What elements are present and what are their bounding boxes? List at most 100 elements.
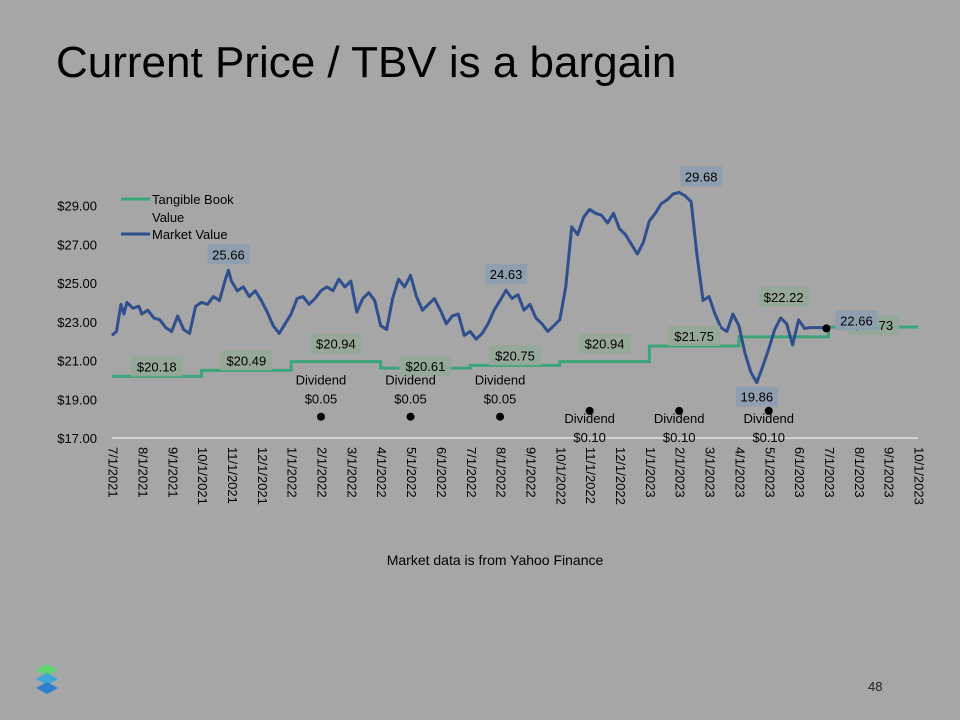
x-tick-label: 4/1/2023 <box>732 447 747 498</box>
x-tick-label: 9/1/2022 <box>523 447 538 498</box>
x-tick-label: 7/1/2021 <box>106 447 121 498</box>
legend-label: Market Value <box>152 227 228 242</box>
x-tick-label: 7/1/2023 <box>822 447 837 498</box>
dividend-annotation: Dividend $0.10 <box>743 406 794 445</box>
dividend-label-line: Dividend <box>296 373 347 388</box>
tbv-data-label: $20.94 <box>578 333 631 354</box>
market-label-text: 29.68 <box>685 169 718 184</box>
tbv-label-text: $20.61 <box>406 359 446 374</box>
tbv-label-text: $20.18 <box>137 359 177 374</box>
market-label-text: 24.63 <box>490 267 523 282</box>
tbv-data-label: $22.22 <box>757 286 810 307</box>
axis-layer: $17.00 $19.00 $21.00 $23.00 $25.00 $27.00 $29.… <box>57 199 926 505</box>
tbv-data-label: $20.75 <box>489 345 541 366</box>
dividend-annotation: Dividend $0.10 <box>654 406 705 445</box>
y-tick-label: $27.00 <box>57 237 97 252</box>
x-tick-label: 1/1/2022 <box>285 447 300 498</box>
dividend-label-line: Dividend <box>564 411 615 426</box>
tbv-label-text: $20.49 <box>226 353 266 368</box>
dividend-label-line: Dividend <box>385 373 436 388</box>
dividend-marker <box>316 412 325 421</box>
x-tick-label: 8/1/2023 <box>852 447 867 498</box>
x-tick-label: 7/1/2022 <box>464 447 479 498</box>
dividend-marker <box>764 406 773 415</box>
tbv-label-text: $20.75 <box>495 348 535 363</box>
x-tick-label: 3/1/2022 <box>344 447 359 498</box>
y-tick-label: $17.00 <box>57 431 97 446</box>
market-value-series-line <box>111 190 829 385</box>
x-tick-label: 8/1/2022 <box>494 447 509 498</box>
tbv-label-box <box>399 356 452 377</box>
tbv-label-box <box>668 325 721 346</box>
dividend-label-line: Dividend <box>654 411 705 426</box>
tbv-label-text: $22.22 <box>764 290 804 305</box>
data-source-note: Market data is from Yahoo Finance <box>386 552 604 568</box>
dividend-marker <box>406 412 415 421</box>
x-tick-label: 5/1/2023 <box>762 447 777 498</box>
x-tick-label: 2/1/2023 <box>673 447 688 498</box>
y-tick-label: $21.00 <box>57 354 97 369</box>
x-tick-label: 8/1/2021 <box>135 447 150 498</box>
x-tick-label: 4/1/2022 <box>374 447 389 498</box>
label-layer: $20.18 $20.49 $20.94 $20.61 $20.75 $20.94 $21.… <box>130 166 900 445</box>
dividend-annotation: Dividend $0.10 <box>564 406 615 445</box>
dividend-annotation: Dividend $0.05 <box>385 373 436 421</box>
x-tick-label: 11/1/2022 <box>583 447 598 504</box>
market-data-label: 19.86 <box>735 386 778 407</box>
x-tick-label: 6/1/2022 <box>434 447 449 498</box>
market-data-label: 22.66 <box>835 310 878 331</box>
tbv-label-box <box>130 356 183 377</box>
market-label-text: 19.86 <box>741 390 774 405</box>
dividend-label-line: Dividend <box>743 411 794 426</box>
dividend-label-line: $0.10 <box>663 430 696 445</box>
dividend-label-line: $0.10 <box>573 430 606 445</box>
legend-label: Value <box>152 210 184 225</box>
dividend-label-line: Dividend <box>475 373 526 388</box>
x-tick-labels: 7/1/2021 8/1/2021 9/1/2021 10/1/2021 11/1/20… <box>106 447 927 505</box>
market-data-label: 24.63 <box>485 264 528 285</box>
tbv-data-label: $20.49 <box>220 350 273 371</box>
tbv-data-label: $21.75 <box>668 325 721 346</box>
dividend-label-line: $0.10 <box>752 430 785 445</box>
tbv-label-box <box>578 333 631 354</box>
market-data-label: 25.66 <box>207 244 250 265</box>
x-tick-label: 12/1/2021 <box>255 447 270 505</box>
legend-label: Tangible Book <box>152 192 234 207</box>
current-price-marker <box>822 324 831 333</box>
y-tick-label: $29.00 <box>57 199 97 214</box>
dividend-marker <box>496 412 505 421</box>
tbv-data-label: $20.18 <box>130 356 183 377</box>
dividend-annotation: Dividend $0.05 <box>296 373 347 421</box>
market-label-box <box>485 264 528 285</box>
legend: Tangible Book Value Market Value <box>121 192 234 242</box>
x-tick-label: 5/1/2022 <box>404 447 419 498</box>
market-label-box <box>835 310 878 331</box>
x-tick-label: 10/1/2021 <box>195 447 210 505</box>
y-tick-label: $25.00 <box>57 276 97 291</box>
dividend-label-line: $0.05 <box>484 392 517 407</box>
tbv-label-box <box>489 345 541 366</box>
x-tick-label: 2/1/2022 <box>315 447 330 498</box>
market-data-label: 29.68 <box>680 166 723 187</box>
y-tick-label: $19.00 <box>57 392 97 407</box>
tbv-data-label: $20.61 <box>399 356 452 377</box>
market-label-box <box>680 166 723 187</box>
page-number: 48 <box>868 679 883 694</box>
dividend-annotation: Dividend $0.05 <box>475 373 526 421</box>
x-tick-label: 10/1/2023 <box>912 447 927 505</box>
x-tick-label: 12/1/2022 <box>613 447 628 505</box>
x-tick-label: 1/1/2023 <box>643 447 658 498</box>
x-tick-label: 11/1/2021 <box>225 447 240 504</box>
dividend-label-line: $0.05 <box>394 392 427 407</box>
x-tick-label: 10/1/2022 <box>553 447 568 505</box>
market-label-box <box>207 244 250 265</box>
dividend-marker <box>585 406 594 415</box>
logo-icon <box>36 664 58 694</box>
x-tick-label: 9/1/2021 <box>165 447 180 498</box>
tbv-data-label: $20.94 <box>309 333 362 354</box>
y-tick-label: $23.00 <box>57 315 97 330</box>
x-tick-label: 6/1/2023 <box>792 447 807 498</box>
tbv-label-box <box>220 350 273 371</box>
tbv-label-text: $20.94 <box>316 337 356 352</box>
